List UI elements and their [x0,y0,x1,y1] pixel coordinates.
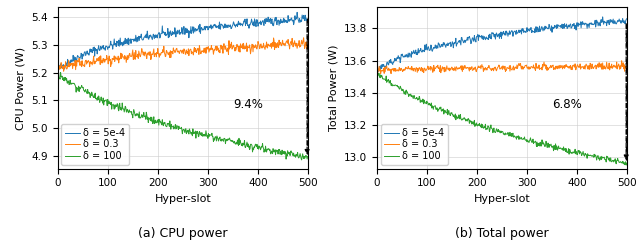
δ = 0.3 [298,42,306,45]
δ = 0.3 [189,54,197,56]
Line: δ = 100: δ = 100 [377,73,627,165]
δ = 5e-4 [618,19,625,22]
δ = 0.3 [175,49,182,52]
δ = 5e-4 [293,11,301,14]
δ = 100 [259,146,267,149]
δ = 5e-4 [492,34,500,37]
δ = 5e-4 [304,20,312,23]
δ = 100 [203,135,211,138]
δ = 100 [522,139,530,141]
δ = 100 [623,162,630,165]
δ = 5e-4 [509,30,516,33]
δ = 5e-4 [299,15,307,18]
δ = 0.3 [492,68,500,71]
δ = 100 [622,164,630,167]
δ = 0.3 [623,65,630,68]
δ = 5e-4 [175,31,182,34]
δ = 5e-4 [259,19,267,22]
δ = 0.3 [618,64,625,67]
δ = 0.3 [373,68,381,71]
δ = 100 [173,124,180,127]
δ = 0.3 [203,46,211,49]
δ = 0.3 [54,66,61,69]
δ = 100 [54,70,62,73]
δ = 5e-4 [54,67,61,70]
δ = 5e-4 [522,31,530,34]
δ = 100 [298,158,305,161]
δ = 0.3 [259,46,267,49]
δ = 5e-4 [189,32,197,34]
δ = 0.3 [493,67,501,69]
δ = 100 [54,74,61,77]
δ = 5e-4 [599,15,607,18]
δ = 0.3 [60,70,67,73]
δ = 5e-4 [493,35,501,38]
δ = 100 [299,152,307,155]
δ = 100 [509,133,516,136]
Line: δ = 0.3: δ = 0.3 [58,38,308,71]
Y-axis label: CPU Power (W): CPU Power (W) [16,47,26,129]
Text: 6.8%: 6.8% [552,98,582,111]
δ = 5e-4 [203,25,211,28]
δ = 0.3 [618,59,625,62]
δ = 100 [373,74,381,77]
δ = 0.3 [173,47,180,50]
δ = 5e-4 [623,17,630,20]
X-axis label: Hyper-slot: Hyper-slot [474,194,531,204]
Legend: δ = 5e-4, δ = 0.3, δ = 100: δ = 5e-4, δ = 0.3, δ = 100 [61,124,129,165]
δ = 5e-4 [579,23,586,26]
Line: δ = 100: δ = 100 [58,72,308,160]
Line: δ = 5e-4: δ = 5e-4 [377,17,627,73]
X-axis label: Hyper-slot: Hyper-slot [154,194,211,204]
Title: (b) Total power: (b) Total power [455,227,548,240]
δ = 0.3 [304,40,312,43]
δ = 0.3 [300,36,307,39]
δ = 100 [618,161,625,164]
δ = 100 [579,153,586,156]
Line: δ = 5e-4: δ = 5e-4 [58,12,308,70]
δ = 100 [304,155,312,158]
δ = 100 [375,72,383,75]
δ = 5e-4 [373,72,381,74]
δ = 0.3 [387,72,395,75]
δ = 0.3 [509,67,516,70]
δ = 100 [492,130,500,133]
δ = 100 [175,128,182,131]
δ = 5e-4 [373,68,381,71]
Line: δ = 0.3: δ = 0.3 [377,61,627,74]
δ = 5e-4 [54,68,62,71]
Text: 9.4%: 9.4% [233,98,263,111]
δ = 100 [493,130,501,133]
Y-axis label: Total Power (W): Total Power (W) [328,45,338,131]
δ = 0.3 [579,66,586,68]
δ = 5e-4 [173,32,180,35]
Legend: δ = 5e-4, δ = 0.3, δ = 100: δ = 5e-4, δ = 0.3, δ = 100 [381,124,448,165]
δ = 0.3 [522,64,530,67]
Title: (a) CPU power: (a) CPU power [138,227,228,240]
δ = 100 [189,132,197,135]
